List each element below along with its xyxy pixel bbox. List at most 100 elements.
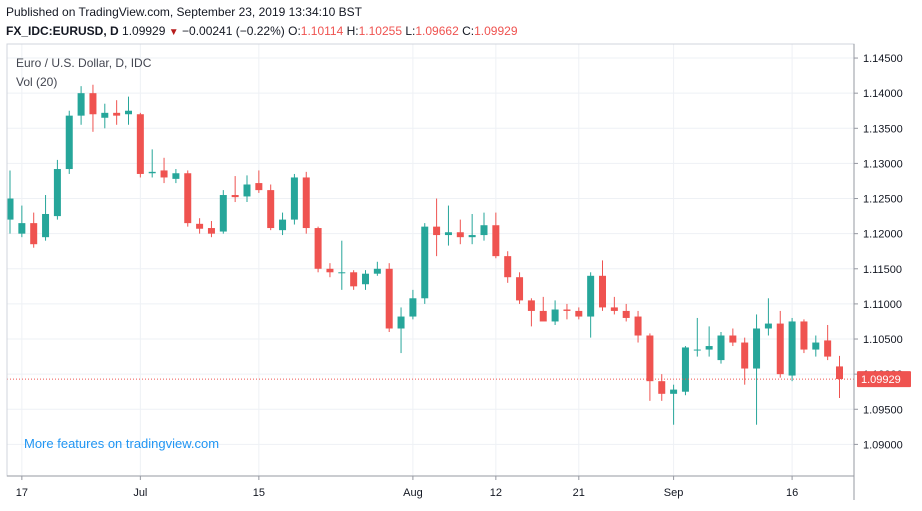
candle-down bbox=[800, 319, 808, 354]
candle-body bbox=[729, 335, 737, 343]
candle-up bbox=[788, 317, 796, 382]
candle-up bbox=[172, 169, 180, 184]
candle-body bbox=[421, 226, 429, 299]
candle-body bbox=[385, 268, 393, 329]
y-tick-label: 1.13500 bbox=[863, 123, 903, 135]
candle-up bbox=[362, 270, 369, 290]
candle-body bbox=[788, 321, 796, 376]
candle-down bbox=[516, 272, 524, 304]
candles-group bbox=[6, 84, 843, 425]
y-tick-label: 1.09000 bbox=[863, 439, 903, 451]
candle-body bbox=[456, 232, 464, 238]
candle-down bbox=[350, 270, 358, 290]
candle-up bbox=[693, 317, 701, 357]
x-tick-label: Jul bbox=[133, 487, 147, 499]
candle-body bbox=[279, 219, 287, 231]
candle-up bbox=[717, 332, 725, 364]
candle-body bbox=[18, 223, 26, 234]
candle-down bbox=[184, 170, 192, 227]
candle-body bbox=[338, 272, 346, 274]
candle-down bbox=[30, 212, 38, 248]
x-tick-label: 16 bbox=[786, 487, 798, 499]
candle-body bbox=[753, 328, 761, 369]
candle-down bbox=[231, 176, 239, 203]
candle-body bbox=[101, 112, 109, 118]
y-tick-label: 1.12500 bbox=[863, 194, 903, 206]
candle-down bbox=[824, 324, 832, 361]
plot-border bbox=[6, 43, 855, 477]
candle-body bbox=[551, 309, 559, 322]
candle-body bbox=[812, 342, 820, 350]
x-tick-label: 12 bbox=[490, 487, 502, 499]
candle-up bbox=[670, 384, 678, 425]
candle-down bbox=[563, 303, 571, 320]
candle-up bbox=[397, 307, 405, 354]
candle-body bbox=[658, 381, 666, 394]
candle-body bbox=[77, 93, 85, 116]
price-axis[interactable]: 1.14500 1.14000 1.13500 1.13000 1.12500 1.120… bbox=[854, 53, 903, 451]
candle-up bbox=[753, 314, 761, 425]
candle-body bbox=[527, 300, 535, 311]
y-tick-label: 1.11500 bbox=[863, 264, 902, 276]
y-tick-label: 1.14000 bbox=[863, 88, 903, 100]
y-tick-label: 1.11000 bbox=[863, 299, 902, 311]
candle-body bbox=[693, 349, 701, 351]
promo-link[interactable]: More features on tradingview.com bbox=[24, 436, 220, 451]
candle-down bbox=[433, 198, 441, 257]
candle-up bbox=[421, 223, 429, 304]
candle-down bbox=[527, 298, 535, 327]
volume-indicator-label[interactable]: Vol (20) bbox=[16, 75, 58, 89]
symbol-name: FX_IDC:EURUSD, D bbox=[6, 24, 119, 38]
high-label: H: bbox=[346, 24, 359, 38]
candle-body bbox=[160, 170, 168, 178]
published-line: Published on TradingView.com, September … bbox=[6, 5, 363, 19]
low-value: 1.09662 bbox=[415, 24, 459, 38]
candle-up bbox=[480, 212, 488, 241]
price-change: −0.00241 (−0.22%) bbox=[182, 24, 285, 38]
candle-body bbox=[539, 310, 547, 322]
candle-body bbox=[219, 195, 227, 232]
candle-body bbox=[172, 173, 180, 179]
candle-body bbox=[575, 310, 583, 317]
chart-grid bbox=[7, 44, 854, 476]
candle-body bbox=[646, 335, 654, 382]
x-tick-label: 21 bbox=[573, 487, 585, 499]
candle-body bbox=[409, 298, 417, 317]
time-axis[interactable]: 17 Jul 15 Aug 12 21 Sep 16 bbox=[16, 476, 799, 499]
candle-up bbox=[42, 195, 50, 241]
series-title: Euro / U.S. Dollar, D, IDC bbox=[16, 56, 152, 70]
candle-up bbox=[812, 335, 820, 357]
candle-down bbox=[136, 112, 144, 178]
y-tick-label: 1.10500 bbox=[863, 334, 903, 346]
candle-up bbox=[101, 103, 109, 129]
candle-down bbox=[314, 226, 322, 273]
last-price-badge-bg bbox=[857, 371, 911, 388]
candle-body bbox=[362, 273, 369, 285]
candle-down bbox=[207, 221, 215, 238]
candle-body bbox=[373, 268, 381, 274]
candle-up bbox=[243, 175, 251, 203]
high-value: 1.10255 bbox=[358, 24, 403, 38]
candle-down bbox=[492, 212, 500, 259]
candle-up bbox=[279, 212, 287, 236]
candle-body bbox=[492, 225, 500, 257]
last-price: 1.09929 bbox=[122, 24, 166, 38]
y-tick-label: 1.13000 bbox=[863, 158, 903, 170]
candle-body bbox=[764, 323, 772, 329]
candle-body bbox=[480, 225, 488, 236]
candle-down bbox=[729, 328, 737, 347]
low-label: L: bbox=[405, 24, 416, 38]
candle-body bbox=[741, 342, 749, 369]
last-price-badge: 1.09929 bbox=[857, 371, 911, 388]
candle-up bbox=[409, 289, 417, 320]
candle-up bbox=[705, 326, 713, 357]
candle-body bbox=[397, 316, 405, 329]
candle-down bbox=[646, 333, 654, 401]
candle-body bbox=[776, 323, 784, 375]
candle-body bbox=[717, 335, 725, 361]
candle-down bbox=[196, 218, 204, 234]
candle-body bbox=[314, 228, 322, 269]
candle-body bbox=[53, 169, 61, 217]
candle-body bbox=[610, 307, 618, 311]
candle-body bbox=[634, 316, 642, 336]
